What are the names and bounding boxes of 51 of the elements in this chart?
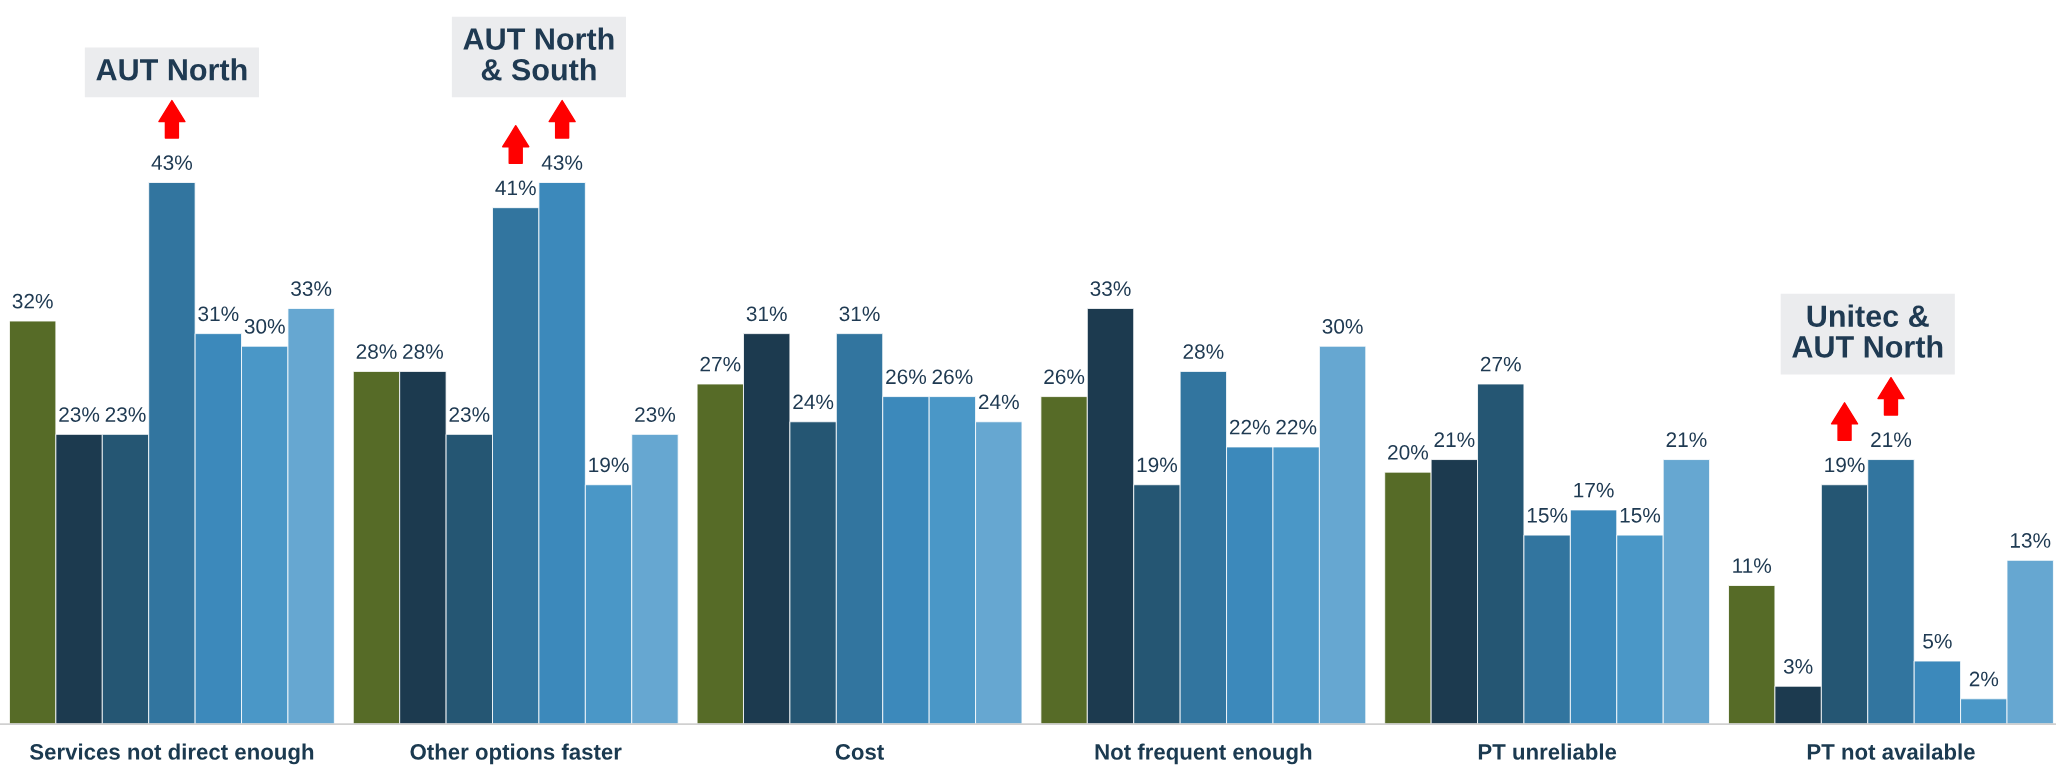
data-label: 31% <box>839 306 880 322</box>
data-label: 23% <box>59 407 100 422</box>
data-label: 33% <box>291 281 332 296</box>
data-label: 26% <box>932 369 973 385</box>
data-label: 26% <box>1044 369 1085 385</box>
data-label: 24% <box>793 394 834 410</box>
data-label: 28% <box>1183 344 1224 359</box>
data-label: 24% <box>978 394 1019 410</box>
data-label: 41% <box>495 180 536 196</box>
data-label: 27% <box>1480 356 1521 372</box>
data-label: 33% <box>1090 281 1131 296</box>
data-label: 23% <box>635 407 676 422</box>
data-label: 27% <box>700 356 741 372</box>
data-label: 15% <box>1527 508 1568 523</box>
data-label: 19% <box>1825 457 1865 473</box>
data-label: 30% <box>244 319 285 334</box>
x-tick-label: PT not available <box>1807 743 1975 760</box>
data-label: 5% <box>1923 633 1952 649</box>
data-label: 13% <box>2010 533 2051 548</box>
data-label: 19% <box>589 457 629 473</box>
data-label: 43% <box>541 155 583 171</box>
text: AUT North & South <box>463 27 614 81</box>
data-label: 17% <box>1574 482 1614 498</box>
data-label: 21% <box>1871 432 1912 448</box>
data-label: 26% <box>886 369 927 385</box>
data-label: 3% <box>1783 659 1813 674</box>
data-label: 21% <box>1666 432 1707 448</box>
data-label: 22% <box>1229 419 1270 435</box>
x-tick-label: Services not direct enough <box>29 743 314 765</box>
data-label: 23% <box>449 407 490 422</box>
data-label: 30% <box>1322 319 1363 334</box>
data-label: 28% <box>356 344 397 359</box>
x-tick-label: Not frequent enough <box>1095 743 1312 765</box>
x-tick-label: Other options faster <box>410 743 622 765</box>
data-label: 2% <box>1969 671 1999 687</box>
data-label: 28% <box>403 344 443 359</box>
data-label: 43% <box>151 155 193 171</box>
data-label: 32% <box>12 293 53 309</box>
x-tick-label: PT unreliable <box>1478 743 1617 760</box>
text: AUT North <box>96 58 247 81</box>
data-label: 22% <box>1276 419 1317 435</box>
data-label: 15% <box>1620 508 1661 523</box>
data-label: 20% <box>1388 444 1429 460</box>
data-label: 23% <box>105 407 146 422</box>
data-label: 19% <box>1137 457 1178 473</box>
annotation: Unitec & AUT North <box>1792 304 1943 358</box>
data-label: 31% <box>198 306 239 322</box>
data-label: 11% <box>1733 558 1772 573</box>
x-tick-label: Cost <box>835 744 884 760</box>
data-label: 31% <box>746 306 787 322</box>
data-label: 21% <box>1434 432 1475 448</box>
